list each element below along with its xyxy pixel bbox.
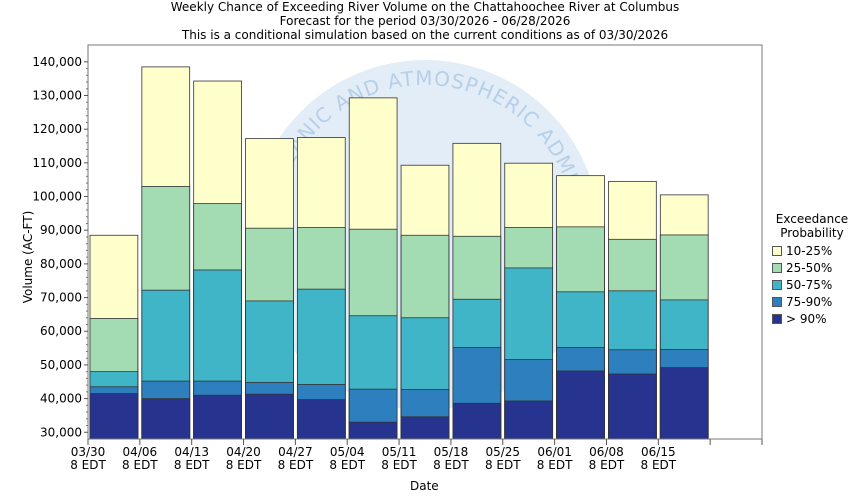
legend-title-line1: Exceedance: [775, 212, 849, 226]
x-tick-label-date: 06/08: [589, 445, 624, 459]
x-tick-label-date: 05/11: [382, 445, 417, 459]
y-tick-label: 130,000: [32, 89, 82, 103]
bar-05-04-90: [348, 421, 398, 440]
y-tick-label: 40,000: [40, 392, 82, 406]
y-tick-label: 120,000: [32, 122, 82, 136]
bar-06-08-90: [608, 373, 657, 440]
bars-group: [89, 66, 709, 440]
x-tick-label-time: 8 EDT: [485, 458, 521, 472]
y-axis: 30,000 40,000 50,000 60,000 70,000 80,000 90,0…: [32, 55, 88, 439]
y-axis-label: Volume (AC-FT): [21, 210, 35, 304]
bar-05-11-90: [400, 416, 450, 440]
legend-label: 10-25%: [786, 243, 833, 258]
legend-item: > 90%: [772, 310, 850, 327]
bar-03-30-90: [89, 393, 139, 440]
chart-title: Weekly Chance of Exceeding River Volume …: [170, 0, 680, 14]
x-tick-label-time: 8 EDT: [329, 458, 365, 472]
legend-swatch: [772, 313, 782, 324]
y-tick-label: 100,000: [32, 190, 82, 204]
x-tick-label-time: 8 EDT: [278, 458, 314, 472]
chart-subtitle-note: This is a conditional simulation based o…: [181, 28, 669, 42]
x-tick-label-time: 8 EDT: [70, 458, 106, 472]
x-tick-label-date: 05/25: [485, 445, 520, 459]
legend-swatch: [772, 296, 782, 307]
x-tick-label-date: 03/30: [71, 445, 106, 459]
y-tick-label: 140,000: [32, 55, 82, 69]
bar-05-25-90: [504, 400, 554, 440]
legend-swatch: [772, 245, 782, 256]
legend-item: 50-75%: [772, 276, 850, 293]
y-tick-label: 80,000: [40, 257, 82, 271]
x-tick-label-time: 8 EDT: [226, 458, 262, 472]
bar-04-13-90: [193, 394, 242, 440]
legend-label: > 90%: [786, 311, 827, 326]
plot-frame: [87, 44, 763, 440]
x-tick-label-time: 8 EDT: [122, 458, 158, 472]
legend-title-line2: Probability: [780, 226, 844, 240]
y-tick-label: 90,000: [40, 223, 82, 237]
x-axis-label: Date: [410, 479, 439, 493]
x-tick-label-date: 06/01: [537, 445, 572, 459]
x-tick-label-date: 05/04: [330, 445, 365, 459]
bar-04-20-90: [245, 393, 294, 440]
x-tick-label-time: 8 EDT: [174, 458, 210, 472]
bar-06-15-90: [659, 367, 709, 440]
y-tick-label: 70,000: [40, 291, 82, 305]
x-tick-label-date: 04/27: [278, 445, 313, 459]
bar-05-18-90: [452, 402, 502, 440]
x-tick-label-date: 04/20: [226, 445, 261, 459]
x-tick-label-date: 04/13: [174, 445, 209, 459]
x-tick-label-time: 8 EDT: [641, 458, 677, 472]
legend-item: 25-50%: [772, 259, 850, 276]
legend-label: 25-50%: [786, 260, 833, 275]
x-tick-label-time: 8 EDT: [589, 458, 625, 472]
x-tick-label-date: 05/18: [434, 445, 469, 459]
x-tick-label-time: 8 EDT: [537, 458, 573, 472]
bar-04-27-90: [296, 399, 346, 440]
x-tick-label-time: 8 EDT: [381, 458, 417, 472]
legend-swatch: [772, 262, 782, 273]
y-tick-label: 50,000: [40, 358, 82, 372]
bar-06-01-90: [556, 370, 605, 440]
bar-04-06-90: [141, 398, 191, 440]
chart-subtitle-period: Forecast for the period 03/30/2026 - 06/…: [279, 14, 571, 28]
legend-label: 50-75%: [786, 277, 833, 292]
legend: Exceedance Probability 10-25% 25-50% 50-75…: [772, 212, 850, 327]
y-tick-label: 60,000: [40, 324, 82, 338]
x-tick-label-date: 06/15: [641, 445, 676, 459]
legend-item: 10-25%: [772, 242, 850, 259]
legend-item: 75-90%: [772, 293, 850, 310]
x-tick-label-time: 8 EDT: [433, 458, 469, 472]
x-tick-label-date: 04/06: [123, 445, 158, 459]
y-tick-label: 30,000: [40, 425, 82, 439]
legend-swatch: [772, 279, 782, 290]
legend-label: 75-90%: [786, 294, 833, 309]
y-tick-label: 110,000: [32, 156, 82, 170]
